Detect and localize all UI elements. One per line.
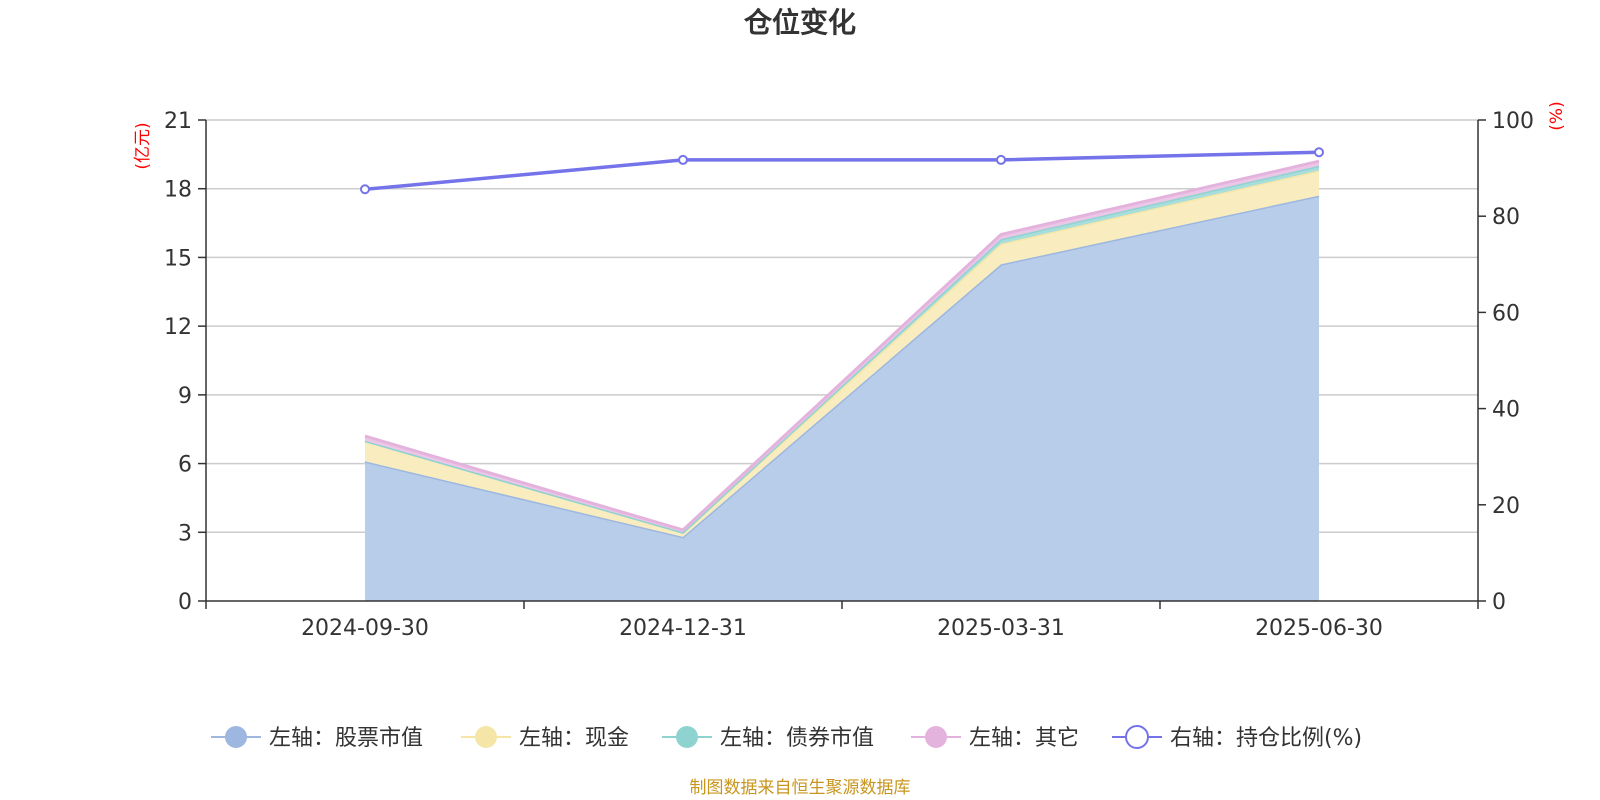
ratio-point-3 [1314,147,1324,158]
area-band-1 [365,170,1319,537]
ratio-point-0 [360,184,370,195]
x-tick-label: 2024-12-31 [619,616,747,641]
right-axis-unit: (%) [1547,101,1567,130]
legend-marker-3 [925,726,947,748]
right-tick-label: 100 [1492,109,1534,134]
x-tick-label: 2025-03-31 [937,616,1065,641]
axes: 0 3 6 9 12 15 18 21 0 20 40 60 80 100 2024-09-30 2024-1… [164,109,1534,641]
legend-marker-2 [676,726,698,748]
right-tick-label: 20 [1492,494,1520,519]
area-band-0 [365,195,1319,601]
left-tick-label: 6 [178,453,192,478]
legend-label-4: 右轴：持仓比例(%) [1170,726,1362,751]
right-tick-label: 40 [1492,398,1520,423]
chart-title: 仓位变化 [744,6,856,39]
left-tick-label: 15 [164,246,192,271]
ratio-point-2 [996,154,1006,165]
right-tick-label: 80 [1492,205,1520,230]
legend-marker-4 [1125,725,1149,749]
ratio-line-path [364,150,1320,192]
legend-label-1: 左轴：现金 [519,726,629,751]
left-tick-label: 3 [178,521,192,546]
left-tick-label: 0 [178,590,192,615]
legend-label-0: 左轴：股票市值 [269,726,423,751]
legend-label-2: 左轴：债券市值 [720,726,874,751]
x-tick-label: 2024-09-30 [301,616,429,641]
area-edge-line-3 [364,159,1320,532]
position-ratio-line [360,147,1324,195]
left-tick-label: 18 [164,178,192,203]
legend-marker-0 [225,726,247,748]
right-tick-label: 60 [1492,301,1520,326]
ratio-point-1 [678,154,688,165]
legend-marker-1 [475,726,497,748]
left-tick-label: 12 [164,315,192,340]
stacked-areas [364,159,1320,601]
left-tick-label: 21 [164,109,192,134]
legend-label-3: 左轴：其它 [969,726,1079,751]
left-tick-label: 9 [178,384,192,409]
x-tick-label: 2025-06-30 [1255,616,1383,641]
legend: 左轴：股票市值 左轴：现金 左轴：债券市值 左轴：其它 右轴：持仓比例(%) [211,725,1362,751]
data-source-note: 制图数据来自恒生聚源数据库 [690,778,911,798]
right-tick-label: 0 [1492,590,1506,615]
left-axis-unit: (亿元) [133,122,153,169]
